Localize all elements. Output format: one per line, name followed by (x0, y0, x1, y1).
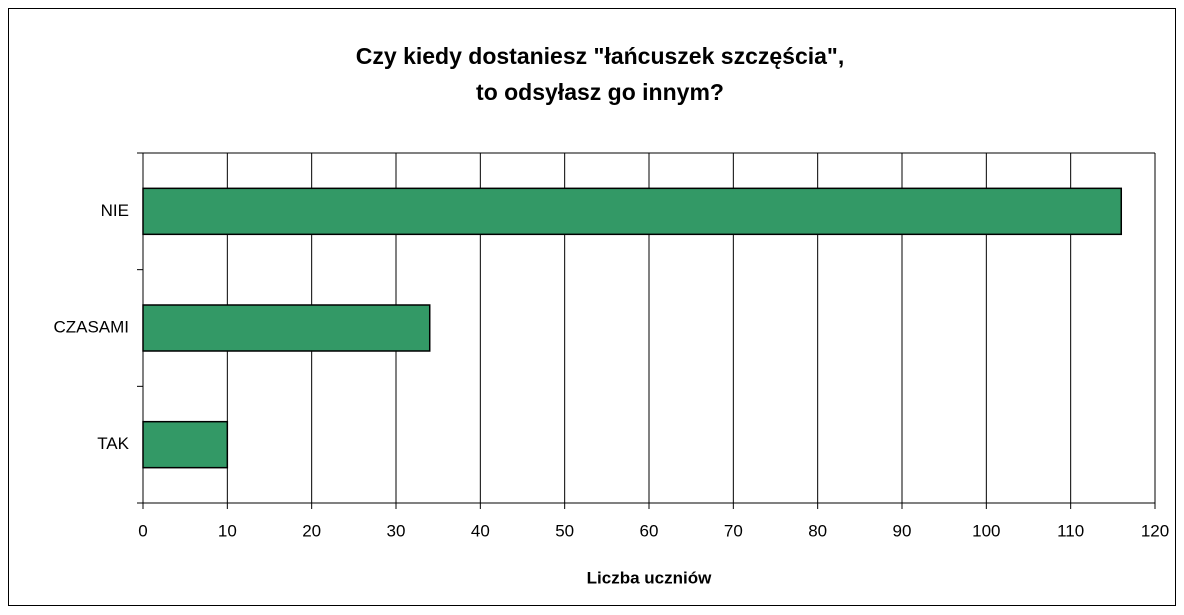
x-tick-label: 120 (1141, 521, 1169, 540)
x-tick-label: 50 (555, 521, 574, 540)
x-axis-title: Liczba uczniów (587, 568, 712, 587)
chart-title: to odsyłasz go innym? (476, 79, 724, 105)
x-tick-label: 100 (972, 521, 1000, 540)
y-tick-label: NIE (101, 201, 129, 220)
x-tick-label: 80 (808, 521, 827, 540)
x-tick-label: 10 (218, 521, 237, 540)
bar (142, 187, 1123, 236)
bar (142, 420, 229, 469)
x-tick-label: 0 (138, 521, 147, 540)
x-tick-label: 20 (302, 521, 321, 540)
y-tick-label: TAK (97, 434, 129, 453)
x-tick-label: 90 (893, 521, 912, 540)
x-tick-label: 30 (387, 521, 406, 540)
y-tick-label: CZASAMI (53, 317, 129, 336)
x-tick-label: 110 (1057, 521, 1084, 540)
bar (142, 304, 431, 352)
x-tick-label: 40 (471, 521, 490, 540)
x-tick-label: 70 (724, 521, 743, 540)
chart-title: Czy kiedy dostaniesz "łańcuszek szczęści… (356, 43, 844, 69)
x-tick-label: 60 (640, 521, 659, 540)
